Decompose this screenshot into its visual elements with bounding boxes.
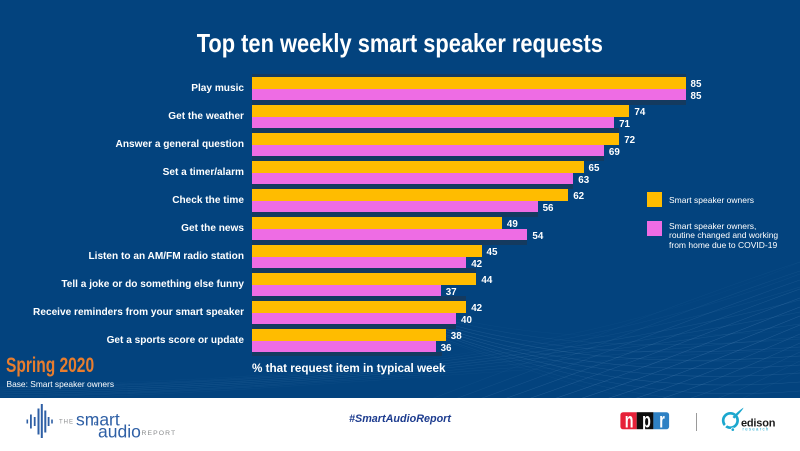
svg-text:research: research xyxy=(743,427,770,432)
svg-text:edison: edison xyxy=(741,418,776,430)
svg-text:smart: smart xyxy=(76,410,120,430)
svg-text:REPORT: REPORT xyxy=(142,430,177,437)
svg-text:n: n xyxy=(625,412,634,432)
svg-text:p: p xyxy=(642,412,651,432)
svg-text:audio: audio xyxy=(98,422,141,442)
svg-text:r: r xyxy=(659,412,665,432)
svg-text:THE: THE xyxy=(59,420,74,426)
